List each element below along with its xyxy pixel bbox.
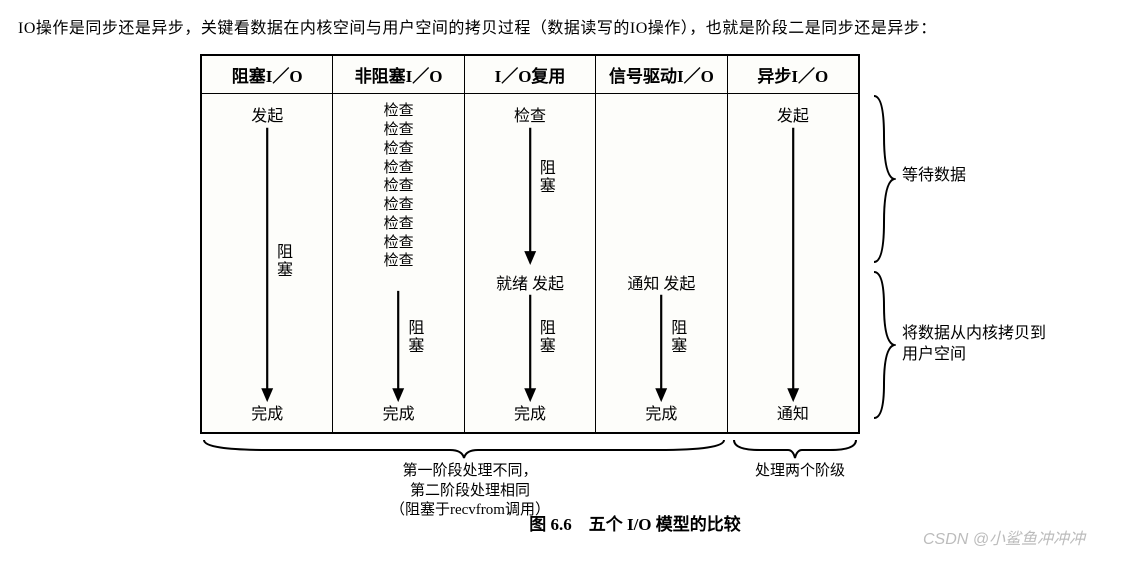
col-body: 发起 通知 (728, 94, 858, 432)
csdn-watermark: CSDN @小鲨鱼冲冲冲 (923, 525, 1085, 549)
col-header: 阻塞I／O (202, 56, 332, 94)
check-item: 检查 (333, 140, 463, 159)
block-label: 阻塞 (276, 244, 294, 279)
arrow-multiplex-1 (465, 94, 595, 432)
brace-left-group (200, 436, 728, 460)
col-body: 发起 阻塞 完成 (202, 94, 332, 432)
arrow-multiplex-2 (465, 94, 595, 432)
check-item: 检查 (333, 196, 463, 215)
col-blocking-io: 阻塞I／O 发起 阻塞 完成 (202, 56, 333, 432)
col-body: 检查 阻塞 就绪 发起 阻塞 完成 (465, 94, 595, 432)
mid-label: 就绪 发起 (465, 270, 595, 294)
end-label: 完成 (202, 400, 332, 424)
block-label: 阻塞 (539, 320, 557, 355)
intro-paragraph: IO操作是同步还是异步，关键看数据在内核空间与用户空间的拷贝过程（数据读写的IO… (0, 0, 1123, 50)
check-item: 检查 (333, 215, 463, 234)
col-body: 检查 检查 检查 检查 检查 检查 检查 检查 检查 阻塞 完成 (333, 94, 463, 432)
io-model-table: 阻塞I／O 发起 阻塞 完成 非阻塞I／O 检查 检查 检查 检查 (200, 54, 860, 434)
brace-right-group (730, 436, 860, 460)
brace-bottom (870, 270, 896, 420)
col-io-multiplex: I／O复用 检查 阻塞 就绪 发起 阻塞 完成 (465, 56, 596, 432)
start-label: 发起 (728, 102, 858, 126)
arrow-signal (596, 94, 726, 432)
bottom-label-left: 第一阶段处理不同， 第二阶段处理相同 （阻塞于recvfrom调用） (350, 462, 590, 521)
check-item: 检查 (333, 177, 463, 196)
block-label: 阻塞 (539, 160, 557, 195)
arrow-blocking (202, 94, 332, 432)
check-item: 检查 (333, 102, 463, 121)
bottom-label-right: 处理两个阶级 (730, 462, 870, 482)
check-item: 检查 (333, 159, 463, 178)
bottom-line2: 第二阶段处理相同 (350, 482, 590, 502)
start-label: 检查 (465, 102, 595, 126)
check-item: 检查 (333, 252, 463, 271)
bottom-line3: （阻塞于recvfrom调用） (350, 501, 590, 521)
col-header: 非阻塞I／O (333, 56, 463, 94)
col-header: I／O复用 (465, 56, 595, 94)
mid-label: 通知 发起 (596, 270, 726, 294)
right-label-copy: 将数据从内核拷贝到用户空间 (902, 324, 1052, 366)
end-label: 完成 (596, 400, 726, 424)
end-label: 通知 (728, 400, 858, 424)
right-annotations: 等待数据 将数据从内核拷贝到用户空间 (870, 54, 1070, 434)
block-label: 阻塞 (407, 320, 425, 355)
col-header: 信号驱动I／O (596, 56, 726, 94)
col-async-io: 异步I／O 发起 通知 (728, 56, 858, 432)
end-label: 完成 (333, 400, 463, 424)
col-nonblocking-io: 非阻塞I／O 检查 检查 检查 检查 检查 检查 检查 检查 检查 阻塞 (333, 56, 464, 432)
end-label: 完成 (465, 400, 595, 424)
right-label-wait: 等待数据 (902, 166, 966, 187)
check-item: 检查 (333, 121, 463, 140)
brace-top (870, 94, 896, 264)
io-model-diagram: 阻塞I／O 发起 阻塞 完成 非阻塞I／O 检查 检查 检查 检查 (200, 54, 1070, 535)
check-stack: 检查 检查 检查 检查 检查 检查 检查 检查 检查 (333, 102, 463, 271)
block-label: 阻塞 (670, 320, 688, 355)
col-body: 通知 发起 阻塞 完成 (596, 94, 726, 432)
col-header: 异步I／O (728, 56, 858, 94)
bottom-line1: 第一阶段处理不同， (350, 462, 590, 482)
start-label: 发起 (202, 102, 332, 126)
col-signal-io: 信号驱动I／O 通知 发起 阻塞 完成 (596, 56, 727, 432)
arrow-async (728, 94, 858, 432)
check-item: 检查 (333, 234, 463, 253)
